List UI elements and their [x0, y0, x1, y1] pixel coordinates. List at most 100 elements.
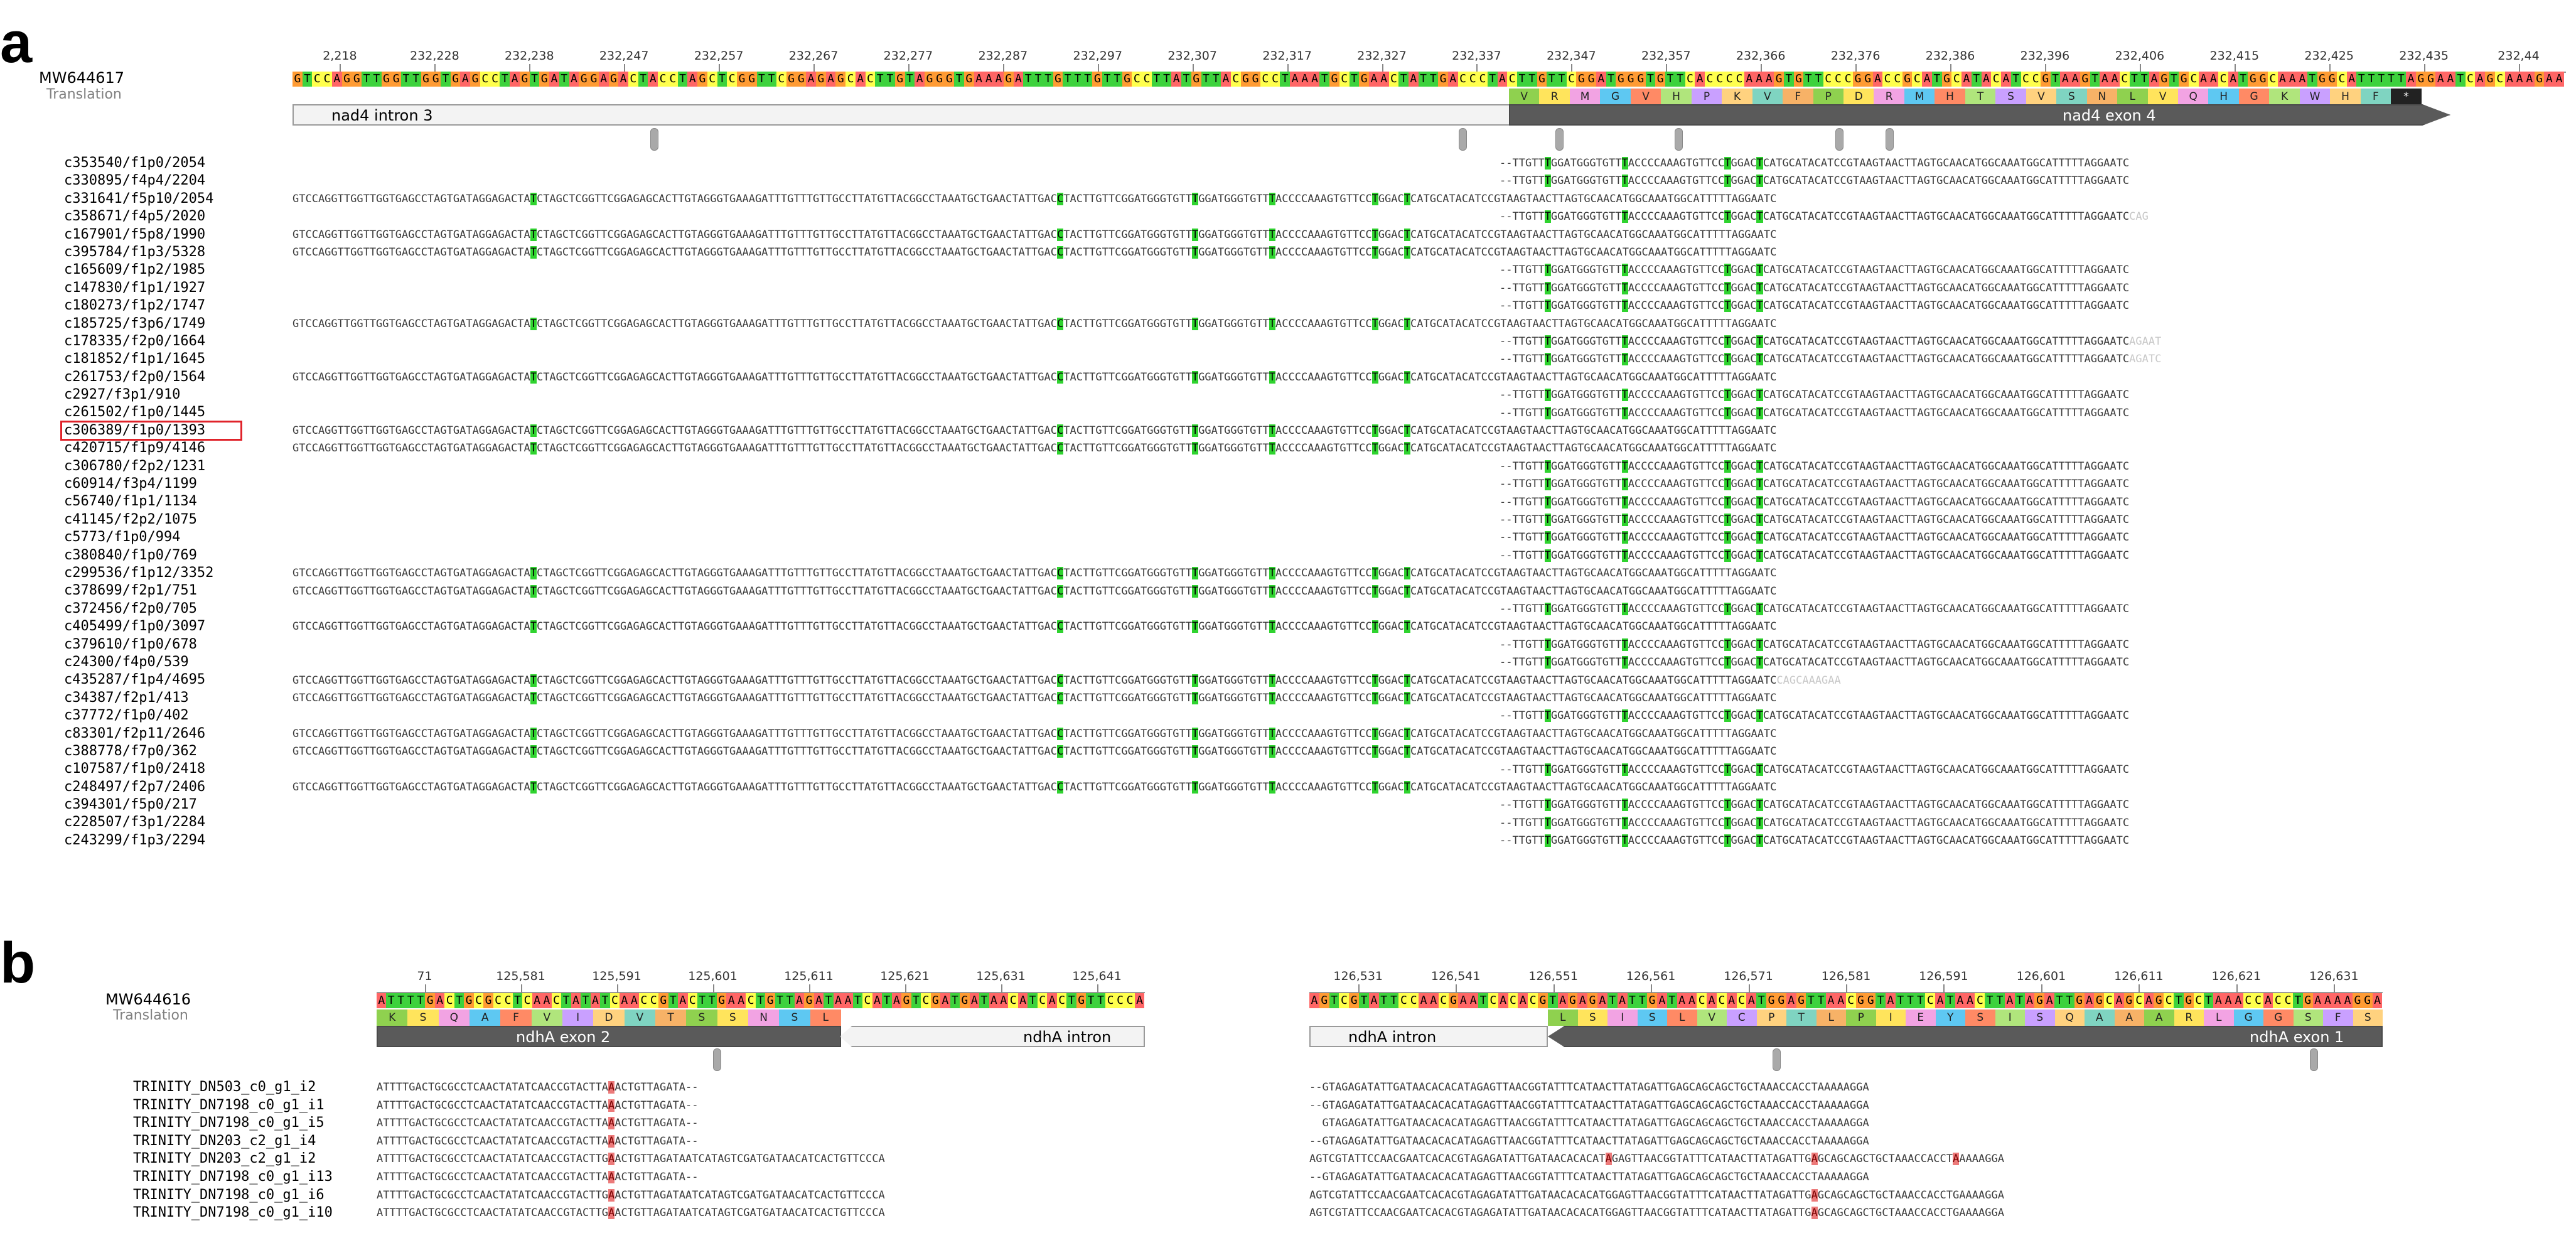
ndhA-intron-feature[interactable]: ndhA intron	[1309, 1026, 1548, 1047]
nucleotide-cell: A	[542, 993, 552, 1008]
nucleotide-cell: G	[894, 72, 905, 87]
read-name[interactable]: c34387/f2p1/413	[64, 689, 189, 706]
read-name[interactable]: c228507/f3p1/2284	[64, 814, 206, 831]
nucleotide-cell: A	[2406, 72, 2416, 87]
read-name[interactable]: c394301/f5p0/217	[64, 797, 197, 813]
read-name[interactable]: c330895/f4p4/2204	[64, 173, 206, 189]
nucleotide-cell: C	[1270, 72, 1280, 87]
read-name[interactable]: c380840/f1p0/769	[64, 547, 197, 563]
nucleotide-cell: G	[608, 72, 619, 87]
nucleotide-cell: A	[833, 993, 844, 1008]
read-name[interactable]: c83301/f2p11/2646	[64, 725, 206, 741]
nucleotide-cell: C	[1008, 993, 1018, 1008]
ndhA-exon-1-feature[interactable]: ndhA exon 1	[1548, 1026, 2383, 1047]
ndhA-exon-2-feature[interactable]: ndhA exon 2	[377, 1026, 841, 1047]
read-name[interactable]: c41145/f2p2/1075	[64, 511, 197, 527]
read-name[interactable]: c178335/f2p0/1664	[64, 333, 206, 349]
edit-site-marker[interactable]	[1459, 128, 1467, 151]
read-sequence: GTCCAGGTTGGTTGGTGAGCCTAGTGATAGGAGACTATCT…	[292, 584, 1777, 598]
nad4-intron-3-feature[interactable]: nad4 intron 3	[292, 104, 1516, 126]
ruler-tick-label: 126,561	[1626, 969, 1676, 983]
feature-label: nad4 exon 4	[2063, 107, 2156, 124]
nucleotide-cell: C	[1697, 993, 1707, 1008]
edit-site-marker[interactable]	[713, 1048, 721, 1071]
read-name[interactable]: c60914/f3p4/1199	[64, 476, 197, 492]
read-name[interactable]: c56740/f1p1/1134	[64, 493, 197, 510]
read-name[interactable]: TRINITY_DN203_c2_g1_i2	[133, 1151, 316, 1167]
read-name[interactable]: c420715/f1p9/4146	[64, 440, 206, 456]
nucleotide-cell: A	[2297, 72, 2307, 87]
read-name[interactable]: c395784/f1p3/5328	[64, 244, 206, 260]
read-name[interactable]: c378699/f2p1/751	[64, 583, 197, 599]
edit-site-marker[interactable]	[1886, 128, 1894, 151]
nucleotide-cell: G	[2258, 72, 2268, 87]
read-name[interactable]: TRINITY_DN7198_c0_g1_i1	[133, 1097, 325, 1113]
read-name[interactable]: c372456/f2p0/705	[64, 600, 197, 616]
read-name[interactable]: TRINITY_DN7198_c0_g1_i6	[133, 1187, 325, 1203]
nucleotide-cell: A	[2114, 993, 2124, 1008]
edit-site-marker[interactable]	[1835, 128, 1843, 151]
nucleotide-cell: G	[1655, 72, 1666, 87]
nucleotide-cell: A	[2223, 993, 2234, 1008]
read-name[interactable]: c107587/f1p0/2418	[64, 761, 206, 777]
edit-site-marker[interactable]	[1773, 1048, 1781, 1071]
ruler-tick-label: 232,347	[1547, 49, 1596, 63]
edit-site-marker[interactable]	[650, 128, 658, 151]
nucleotide-cell: C	[1142, 72, 1152, 87]
read-name[interactable]: c261502/f1p0/1445	[64, 404, 206, 421]
read-name[interactable]: c306780/f2p2/1231	[64, 458, 206, 474]
read-name[interactable]: c185725/f3p6/1749	[64, 315, 206, 331]
read-name[interactable]: c379610/f1p0/678	[64, 636, 197, 652]
read-name[interactable]: c5773/f1p0/994	[64, 529, 181, 546]
read-name[interactable]: TRINITY_DN7198_c0_g1_i10	[133, 1205, 333, 1221]
nad4-exon-4-feature[interactable]: nad4 exon 4	[1509, 104, 2450, 126]
ruler-tick	[1456, 984, 1457, 993]
amino-acid-cell: S	[1995, 89, 2026, 105]
nucleotide-cell: G	[1793, 72, 1804, 87]
read-name[interactable]: TRINITY_DN7198_c0_g1_i13	[133, 1168, 333, 1185]
read-name[interactable]: c24300/f4p0/539	[64, 654, 189, 670]
read-name[interactable]: c167901/f5p8/1990	[64, 226, 206, 242]
read-name[interactable]: TRINITY_DN203_c2_g1_i4	[133, 1133, 316, 1149]
read-name[interactable]: c435287/f1p4/4695	[64, 672, 206, 688]
ndhA-intron-feature[interactable]: ndhA intron	[840, 1026, 1145, 1047]
amino-acid-cell: S	[779, 1009, 810, 1026]
read-name[interactable]: c306389/f1p0/1393	[64, 422, 206, 438]
read-name[interactable]: c261753/f2p0/1564	[64, 369, 206, 385]
nucleotide-cell: A	[984, 72, 994, 87]
nucleotide-cell: G	[1853, 72, 1863, 87]
nucleotide-cell: G	[1349, 993, 1360, 1008]
ruler-tick	[1001, 984, 1002, 993]
read-name[interactable]: c243299/f1p3/2294	[64, 832, 206, 848]
amino-acid-cell: K	[1722, 89, 1752, 105]
read-name[interactable]: c2927/f3p1/910	[64, 387, 181, 403]
read-name[interactable]: c405499/f1p0/3097	[64, 618, 206, 635]
read-name[interactable]: c181852/f1p1/1645	[64, 351, 206, 367]
nucleotide-cell: T	[979, 993, 989, 1008]
nucleotide-cell: G	[1766, 993, 1776, 1008]
read-name[interactable]: c180273/f1p2/1747	[64, 298, 206, 314]
read-name[interactable]: TRINITY_DN7198_c0_g1_i5	[133, 1115, 325, 1131]
read-name[interactable]: c331641/f5p10/2054	[64, 190, 214, 207]
nucleotide-cell: C	[2193, 993, 2204, 1008]
nucleotide-cell: T	[2292, 993, 2303, 1008]
read-name[interactable]: c388778/f7p0/362	[64, 743, 197, 759]
read-name[interactable]: c353540/f1p0/2054	[64, 155, 206, 171]
reference-name[interactable]: MW644616	[105, 991, 191, 1008]
read-name[interactable]: c147830/f1p1/1927	[64, 279, 206, 296]
edit-site-marker[interactable]	[1675, 128, 1683, 151]
amino-acid-cell: F	[1783, 89, 1813, 105]
reference-name[interactable]: MW644617	[39, 69, 125, 87]
read-name[interactable]: c358671/f4p5/2020	[64, 208, 206, 225]
read-name[interactable]: c165609/f1p2/1985	[64, 262, 206, 278]
edit-site-marker[interactable]	[1555, 128, 1564, 151]
nucleotide-cell: A	[2208, 72, 2219, 87]
read-name[interactable]: c299536/f1p12/3352	[64, 564, 214, 581]
read-name[interactable]: c248497/f2p7/2406	[64, 778, 206, 795]
read-name[interactable]: c37772/f1p0/402	[64, 708, 189, 724]
edit-site-marker[interactable]	[2310, 1048, 2318, 1071]
read-name[interactable]: TRINITY_DN503_c0_g1_i2	[133, 1079, 316, 1095]
